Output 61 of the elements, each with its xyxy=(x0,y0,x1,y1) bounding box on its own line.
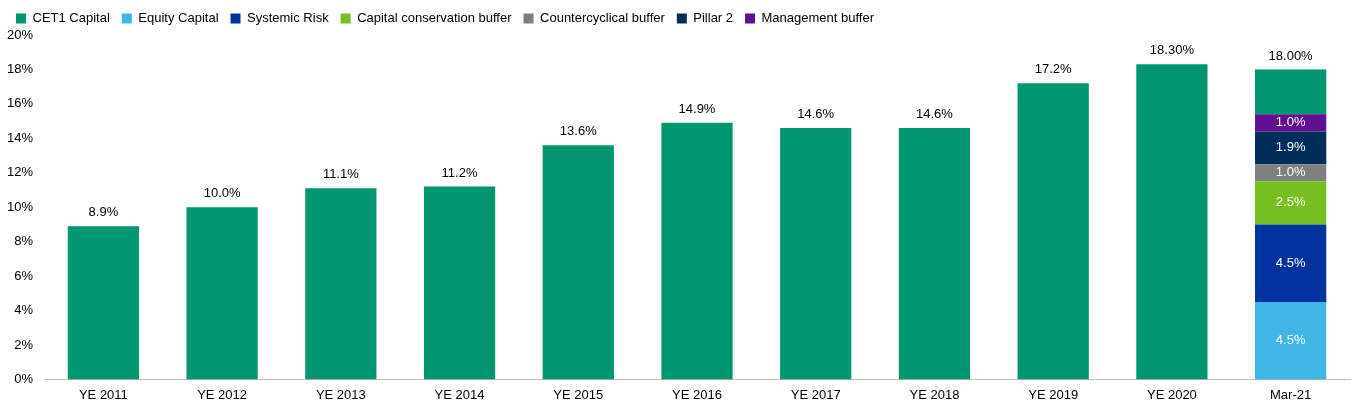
bar xyxy=(661,122,733,380)
y-tick-label: 8% xyxy=(14,233,34,249)
x-tick-label: YE 2011 xyxy=(78,386,128,402)
bar xyxy=(898,127,971,380)
legend-label: Pillar 2 xyxy=(693,10,734,26)
bar xyxy=(1255,181,1327,225)
y-tick-label: 20% xyxy=(6,26,34,42)
x-tick-label: YE 2020 xyxy=(1146,386,1197,402)
total-label: 11.2% xyxy=(441,164,478,180)
y-tick-label: 12% xyxy=(6,164,34,180)
legend-label: Capital conservation buffer xyxy=(357,10,513,26)
bar xyxy=(1136,64,1208,380)
x-tick-label: YE 2017 xyxy=(790,386,841,402)
x-tick-label: YE 2012 xyxy=(197,386,248,402)
data-label: 2.5% xyxy=(1275,194,1306,210)
legend-label: Management buffer xyxy=(761,10,875,26)
data-label: 4.5% xyxy=(1275,332,1306,348)
x-tick-label: YE 2013 xyxy=(315,386,366,402)
total-label: 13.6% xyxy=(559,123,598,139)
data-label: 1.9% xyxy=(1275,139,1306,155)
y-tick-label: 0% xyxy=(14,370,34,386)
x-tick-label: YE 2016 xyxy=(672,386,722,402)
y-tick-label: 4% xyxy=(14,302,34,318)
bar xyxy=(1255,69,1327,115)
total-label: 18.30% xyxy=(1149,42,1195,58)
bar xyxy=(305,188,377,380)
bar xyxy=(1255,224,1327,302)
y-tick-label: 2% xyxy=(14,336,34,352)
bar xyxy=(67,226,139,380)
x-tick-label: YE 2018 xyxy=(909,386,960,402)
legend-label: CET1 Capital xyxy=(32,10,110,26)
total-label: 14.6% xyxy=(916,106,954,122)
data-label: 4.5% xyxy=(1275,254,1306,270)
data-label: 1.0% xyxy=(1275,164,1306,180)
bar xyxy=(780,127,852,380)
bar xyxy=(186,207,258,380)
total-label: 8.9% xyxy=(88,204,119,220)
bar xyxy=(423,186,496,380)
legend-label: Equity Capital xyxy=(138,10,219,26)
total-label: 17.2% xyxy=(1034,61,1073,77)
legend-label: Countercyclical buffer xyxy=(540,10,666,26)
total-label: 14.9% xyxy=(678,100,716,116)
y-tick-label: 18% xyxy=(6,61,34,77)
y-tick-label: 6% xyxy=(14,267,34,283)
bar xyxy=(1255,131,1327,165)
legend-label: Systemic Risk xyxy=(247,10,330,26)
data-label: 1.0% xyxy=(1275,114,1306,130)
total-label: 18.00% xyxy=(1268,47,1314,63)
bar xyxy=(1255,301,1327,380)
y-tick-label: 14% xyxy=(6,129,34,145)
total-label: 10.0% xyxy=(203,185,241,201)
total-label: 14.6% xyxy=(797,106,835,122)
y-tick-label: 10% xyxy=(6,198,34,214)
x-tick-label: YE 2014 xyxy=(434,386,485,402)
x-tick-label: YE 2015 xyxy=(553,386,604,402)
bar xyxy=(542,145,614,380)
bar xyxy=(1017,83,1089,380)
total-label: 11.1% xyxy=(322,166,360,182)
y-tick-label: 16% xyxy=(6,95,34,111)
x-tick-label: YE 2019 xyxy=(1028,386,1079,402)
x-tick-label: Mar-21 xyxy=(1270,386,1312,402)
